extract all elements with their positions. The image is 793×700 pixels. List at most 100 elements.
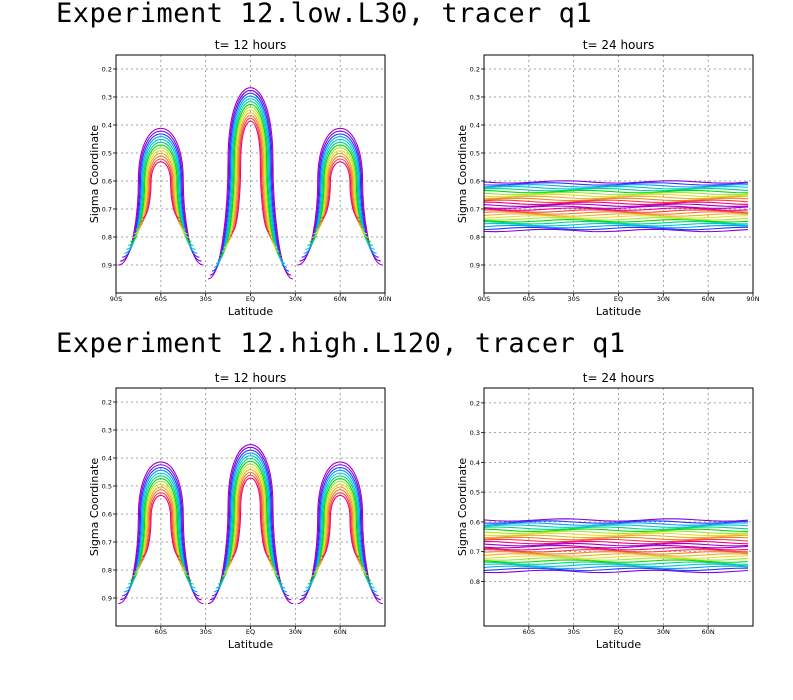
contour-line [484, 219, 749, 223]
x-tick-label: 90N [746, 295, 759, 303]
contour-line [223, 109, 278, 249]
contour-line [213, 95, 288, 268]
contour-line [130, 144, 192, 243]
contour-line [303, 470, 377, 593]
contour-line [484, 532, 749, 537]
contour-line [484, 526, 749, 530]
y-axis-label: Sigma Coordinate [88, 125, 101, 224]
y-tick-label: 0.6 [470, 178, 480, 186]
contour-line [484, 567, 749, 572]
contour-line [213, 452, 288, 593]
contour-line [484, 201, 749, 205]
contour-line [484, 209, 749, 213]
contour-line [297, 461, 383, 605]
x-tick-label: 30N [289, 295, 302, 303]
contour-line [484, 195, 749, 200]
contour-line [484, 544, 749, 549]
contour-group [484, 180, 749, 233]
contour-line [484, 205, 749, 209]
contour-line [484, 528, 749, 533]
y-tick-label: 0.3 [470, 429, 480, 437]
y-tick-label: 0.6 [102, 178, 112, 186]
contour-line [307, 475, 373, 585]
contour-line [311, 480, 370, 577]
y-tick-label: 0.7 [102, 539, 112, 547]
contour-line [315, 486, 366, 569]
contour-line [484, 191, 749, 196]
y-tick-label: 0.6 [102, 511, 112, 519]
contour-line [139, 158, 182, 223]
contour-line [484, 224, 749, 229]
contour-line [309, 478, 371, 581]
contour-line [484, 215, 749, 219]
x-tick-label: 90S [110, 295, 122, 303]
contour-line [484, 221, 749, 225]
contour-line [217, 101, 284, 260]
contour-line [221, 106, 280, 253]
panel-title: t= 12 hours [215, 38, 286, 52]
y-tick-label: 0.2 [470, 399, 480, 407]
x-tick-label: 30S [199, 295, 211, 303]
contour-line [484, 226, 749, 231]
contour-line [128, 141, 194, 246]
contour-line [305, 472, 375, 589]
x-axis-label: Latitude [228, 305, 274, 318]
panel-2: 90S 60S 30S EQ 30N 60N 90N 0.2 0.3 0.4 0.5 0.6 0.7 0.… [456, 38, 760, 318]
x-tick-label: 60S [155, 628, 167, 636]
contour-line [130, 478, 192, 581]
y-tick-label: 0.4 [470, 122, 480, 130]
contour-line [229, 117, 272, 237]
contour-line [132, 147, 190, 239]
contour-line [484, 557, 749, 561]
x-axis-label: Latitude [596, 638, 642, 651]
y-tick-label: 0.8 [102, 234, 112, 242]
contour-line [139, 492, 182, 562]
y-tick-label: 0.5 [102, 483, 112, 491]
contour-line [215, 98, 286, 264]
contour-line [219, 103, 282, 257]
panel-title: t= 24 hours [583, 38, 654, 52]
panel-1: 90S 60S 30S EQ 30N 60N 90N 0.2 0.3 0.4 0.5 0.6 0.7 0.… [88, 38, 392, 318]
y-axis-label: Sigma Coordinate [456, 125, 469, 224]
y-tick-label: 0.7 [102, 206, 112, 214]
y-tick-label: 0.7 [470, 206, 480, 214]
contour-line [118, 127, 204, 266]
contour-line [484, 542, 749, 547]
contour-line [315, 153, 366, 231]
contour-line [122, 133, 200, 258]
x-tick-label: EQ [246, 295, 255, 303]
experiment-title-low: Experiment 12.low.L30, tracer q1 [56, 0, 593, 29]
y-tick-label: 0.3 [470, 94, 480, 102]
contour-line [133, 483, 188, 573]
contour-line [484, 563, 749, 567]
contour-line [484, 538, 749, 543]
contour-line [313, 150, 368, 235]
contour-line [484, 553, 749, 557]
contour-line [309, 144, 371, 243]
contour-line [225, 469, 276, 569]
contour-group [484, 518, 749, 574]
contour-line [484, 193, 749, 198]
contour-line [484, 217, 749, 221]
contour-line [484, 530, 749, 535]
contour-line [231, 477, 270, 558]
contour-line [137, 489, 184, 565]
contour-line [227, 115, 274, 241]
contour-line [124, 136, 198, 254]
contour-line [484, 197, 749, 202]
y-tick-label: 0.8 [470, 234, 480, 242]
x-tick-label: 30N [657, 628, 670, 636]
x-tick-label: 60S [523, 628, 535, 636]
contour-line [225, 112, 276, 245]
x-tick-label: 60S [155, 295, 167, 303]
contour-line [211, 92, 290, 272]
y-tick-label: 0.5 [102, 150, 112, 158]
y-tick-label: 0.4 [102, 455, 112, 463]
contour-line [301, 466, 379, 597]
contour-line [124, 470, 198, 593]
contour-line [484, 186, 749, 190]
contour-line [299, 464, 381, 601]
contour-line [484, 536, 749, 541]
x-axis-label: Latitude [596, 305, 642, 318]
contour-line [120, 464, 202, 601]
